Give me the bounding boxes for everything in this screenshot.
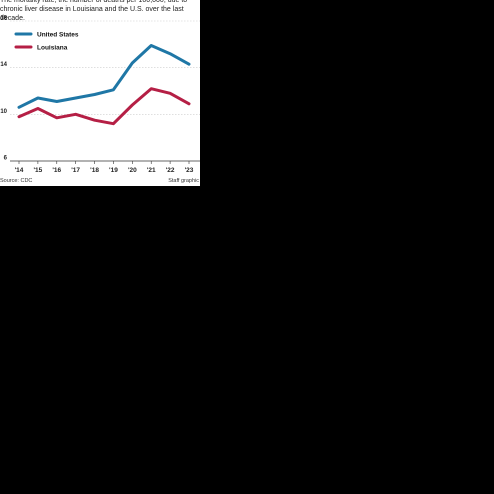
x-tick-label: '14 bbox=[15, 167, 24, 174]
line-chart: 6 10 14 18 '14 '15 '16 '17 '18 '19 '20 '21 '22 '23 Un… bbox=[0, 16, 200, 174]
x-tick-label: '19 bbox=[109, 167, 118, 174]
chart-card: The mortality rate, the number of deaths… bbox=[0, 0, 200, 186]
axes: 6 10 14 18 '14 '15 '16 '17 '18 '19 '20 '21 '22 '23 bbox=[0, 16, 200, 174]
x-tick-label: '23 bbox=[185, 167, 194, 174]
x-tick-label: '17 bbox=[71, 167, 80, 174]
x-tick-label: '21 bbox=[147, 167, 156, 174]
graphic-credit: Staff graphic bbox=[168, 178, 199, 184]
x-tick-label: '20 bbox=[128, 167, 137, 174]
x-tick-label: '22 bbox=[166, 167, 175, 174]
legend: United States Louisiana bbox=[14, 31, 79, 51]
y-tick-label: 6 bbox=[4, 156, 8, 162]
legend-label: United States bbox=[37, 31, 79, 38]
chart-subtitle: The mortality rate, the number of deaths… bbox=[0, 0, 188, 22]
source-note: Source: CDC bbox=[0, 178, 33, 184]
y-tick-label: 10 bbox=[0, 109, 7, 115]
y-tick-label: 14 bbox=[0, 62, 7, 68]
series-lines bbox=[17, 44, 191, 126]
series-line-louisiana bbox=[17, 87, 191, 126]
legend-label: Louisiana bbox=[37, 44, 68, 51]
y-tick-label: 18 bbox=[0, 16, 7, 22]
series-line-united-states bbox=[17, 44, 191, 109]
x-tick-label: '18 bbox=[90, 167, 99, 174]
x-tick-label: '15 bbox=[33, 167, 42, 174]
x-tick-label: '16 bbox=[52, 167, 61, 174]
